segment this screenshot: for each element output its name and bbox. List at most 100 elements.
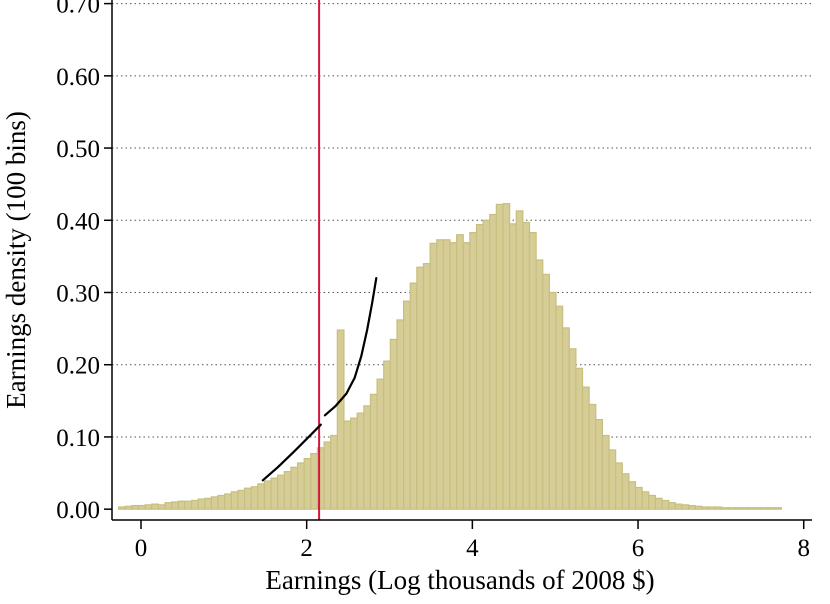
histogram-bar [721,507,729,510]
histogram-bar [250,486,259,510]
histogram-bar [509,223,517,510]
histogram-bar [535,259,544,510]
histogram-bar [621,473,630,510]
histogram-bar [118,506,126,510]
histogram-bar [714,506,723,510]
histogram-bar [151,503,159,510]
histogram-bar [270,477,279,510]
histogram-bar [608,449,617,510]
histogram-bar [740,507,749,510]
histogram-bar [469,231,478,510]
histogram-bar [177,500,186,510]
histogram-bar [734,507,743,510]
histogram-bar [277,474,285,510]
histogram-bar [336,329,345,510]
histogram-bar [707,506,716,510]
y-tick-label: 0.30 [56,281,100,308]
histogram-bar [575,367,584,510]
histogram-bar [343,420,352,510]
histogram-bar [648,494,657,510]
fit-curve [261,423,322,482]
histogram-bar [131,504,140,510]
histogram-bar [376,378,385,510]
histogram-bar [369,393,378,510]
histogram-bar [323,441,332,510]
histogram-bar [475,224,484,510]
y-axis-label: Earnings density (100 bins) [1,111,31,409]
y-tick-label: 0.10 [56,425,100,452]
x-tick-label: 6 [632,535,645,562]
fit-curve [323,277,378,417]
histogram-bar [204,497,213,510]
histogram-bar [727,507,736,510]
x-tick-label: 2 [300,535,313,562]
y-tick-label: 0.60 [56,64,100,91]
histogram-bar [489,213,497,510]
histogram-bar [615,462,623,510]
histogram-bar [349,417,358,510]
histogram-bar [137,504,146,510]
histogram-bar [124,505,133,510]
histogram-bar [164,502,173,510]
histogram-bar [330,434,338,510]
histogram-bar [257,483,266,510]
histogram-bar [144,504,153,510]
histogram-bar [283,471,292,510]
histogram-bar [528,231,537,510]
histogram-bar [687,504,696,510]
histogram-bar [681,504,690,510]
histogram-bar [383,360,391,510]
histogram-bar [210,496,219,510]
histogram-bar [760,507,769,510]
histogram-bar [701,506,710,510]
x-tick-label: 8 [797,535,810,562]
histogram-bar [263,480,272,510]
histogram-bar [562,327,570,510]
histogram-bar [588,403,597,510]
histogram-bar [462,242,471,510]
axes [111,0,812,521]
histogram-bar [641,491,650,510]
histogram-bars [118,203,782,510]
histogram-bar [197,498,206,510]
x-tick-label: 4 [466,535,479,562]
histogram-bar [296,462,305,510]
histogram-bar [429,242,438,510]
histogram-bar [674,503,683,510]
histogram-bar [754,507,763,510]
histogram-bar [581,386,590,510]
histogram-bar [243,487,252,510]
histogram-bar [774,507,782,510]
histogram-bar [184,500,193,510]
histogram-bar [363,405,372,510]
histogram-bar [449,242,458,510]
x-axis-ticks: 0 2 4 6 8 [135,520,810,562]
histogram-bar [595,419,604,510]
x-tick-label: 0 [135,535,148,562]
histogram-bar [522,221,531,510]
histogram-bar [568,348,577,510]
histogram-bar [436,239,444,510]
histogram-bar [402,300,411,510]
fit-lines [261,0,378,520]
y-tick-label: 0.20 [56,353,100,380]
histogram-bar [442,239,451,510]
histogram-bar [396,319,405,510]
histogram-bar [409,282,418,510]
histogram-bar [555,305,564,510]
histogram-bar [515,210,524,510]
histogram-bar [217,494,226,510]
histogram-bar [694,505,703,510]
histogram-bar [356,412,365,510]
histogram-bar [224,493,232,510]
histogram-bar [654,497,663,510]
histogram-bar [456,234,464,510]
y-tick-label: 0.50 [56,136,100,163]
histogram-bar [171,501,179,510]
histogram-bar [290,466,299,510]
histogram-bar [668,502,676,510]
histogram-bar [310,452,319,510]
histogram-bar [767,507,776,510]
histogram-bar [502,203,511,510]
